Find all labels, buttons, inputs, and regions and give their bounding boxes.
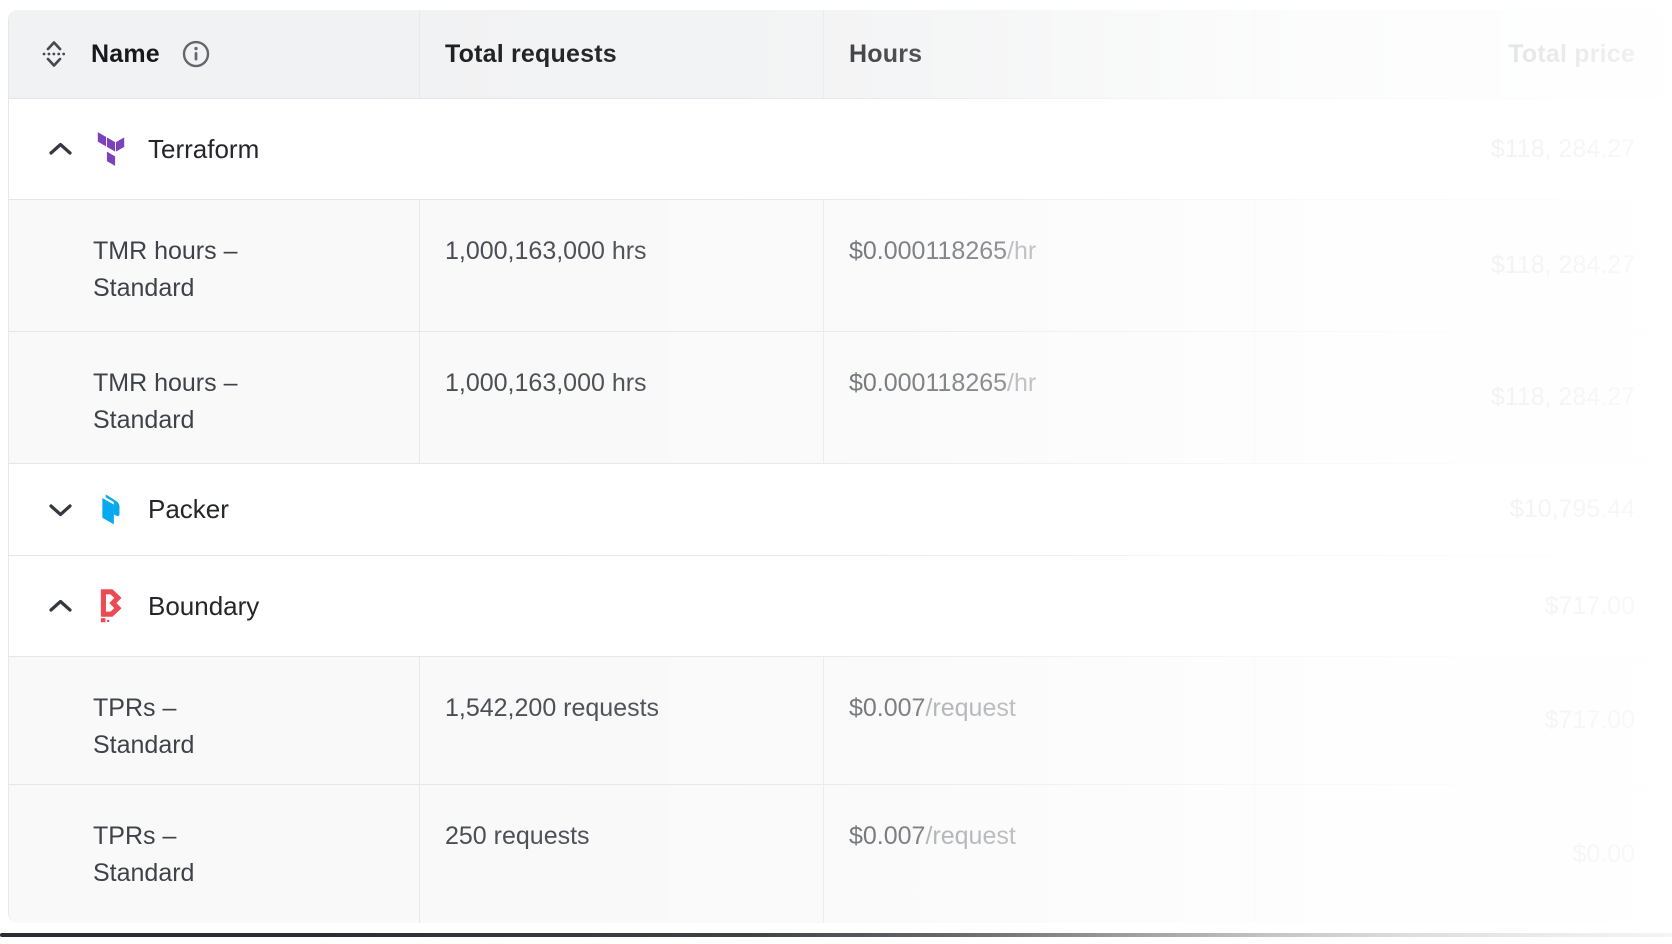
boundary-icon bbox=[94, 589, 128, 623]
detail-rate-unit: /hr bbox=[1007, 369, 1037, 397]
group-row-packer[interactable]: Packer $10,795.44 bbox=[9, 464, 1663, 556]
group-label: Boundary bbox=[148, 590, 260, 621]
detail-total-price: $118, 284.27 bbox=[1490, 251, 1635, 279]
detail-name: TMR hours – Standard bbox=[93, 369, 238, 434]
header-cell-total-price: Total price bbox=[1255, 10, 1663, 98]
detail-row-tpr-1: TPRs – Standard 1,542,200 requests $0.00… bbox=[9, 657, 1663, 785]
header-cell-name: Name bbox=[9, 10, 420, 98]
detail-rate: $0.007 bbox=[849, 822, 926, 850]
detail-total-requests: 250 requests bbox=[420, 785, 824, 923]
header-cell-hours: Hours bbox=[824, 10, 1255, 98]
chevron-up-icon[interactable] bbox=[47, 142, 73, 156]
detail-rate-unit: /request bbox=[925, 694, 1016, 722]
detail-total-requests: 1,542,200 requests bbox=[420, 657, 824, 784]
terraform-icon bbox=[94, 132, 128, 166]
group-row-boundary[interactable]: Boundary $717.00 bbox=[9, 556, 1663, 657]
group-total-price: $118, 284.27 bbox=[1490, 134, 1635, 163]
chevron-down-icon[interactable] bbox=[47, 503, 73, 517]
column-label-name: Name bbox=[91, 39, 160, 68]
group-total-price: $10,795.44 bbox=[1509, 495, 1635, 523]
detail-name: TPRs – Standard bbox=[93, 822, 195, 887]
chevron-up-icon[interactable] bbox=[47, 599, 73, 613]
column-label-hours: Hours bbox=[849, 39, 923, 68]
detail-rate-unit: /request bbox=[925, 822, 1016, 850]
column-label-total-price: Total price bbox=[1508, 39, 1635, 68]
column-label-total-requests: Total requests bbox=[445, 39, 617, 68]
packer-icon bbox=[94, 493, 128, 526]
header-cell-total-requests: Total requests bbox=[420, 10, 824, 98]
group-total-price: $717.00 bbox=[1544, 591, 1635, 620]
pricing-table: Name Total requests Hours Total price bbox=[8, 10, 1664, 923]
detail-total-requests: 1,000,163,000 hrs bbox=[420, 200, 824, 331]
group-label: Packer bbox=[148, 494, 229, 524]
detail-row-tmr-2: TMR hours – Standard 1,000,163,000 hrs $… bbox=[9, 332, 1663, 464]
detail-total-price: $717.00 bbox=[1544, 706, 1635, 734]
horizontal-scrollbar[interactable] bbox=[0, 933, 1672, 937]
detail-rate-unit: /hr bbox=[1007, 237, 1037, 265]
detail-row-tmr-1: TMR hours – Standard 1,000,163,000 hrs $… bbox=[9, 200, 1663, 332]
detail-total-requests: 1,000,163,000 hrs bbox=[420, 332, 824, 463]
info-icon[interactable] bbox=[181, 39, 211, 69]
group-label: Terraform bbox=[148, 133, 260, 164]
group-row-terraform[interactable]: Terraform $118, 284.27 bbox=[9, 99, 1663, 200]
detail-total-price: $0.00 bbox=[1572, 839, 1635, 868]
detail-rate: $0.000118265 bbox=[849, 369, 1008, 397]
detail-total-price: $118, 284.27 bbox=[1490, 383, 1635, 411]
sort-icon[interactable] bbox=[41, 39, 67, 69]
detail-row-tpr-2: TPRs – Standard 250 requests $0.007/requ… bbox=[9, 785, 1663, 923]
detail-rate: $0.000118265 bbox=[849, 237, 1008, 265]
detail-rate: $0.007 bbox=[849, 694, 926, 722]
detail-name: TPRs – Standard bbox=[93, 694, 195, 759]
detail-name: TMR hours – Standard bbox=[93, 237, 238, 302]
table-header-row: Name Total requests Hours Total price bbox=[9, 10, 1663, 99]
